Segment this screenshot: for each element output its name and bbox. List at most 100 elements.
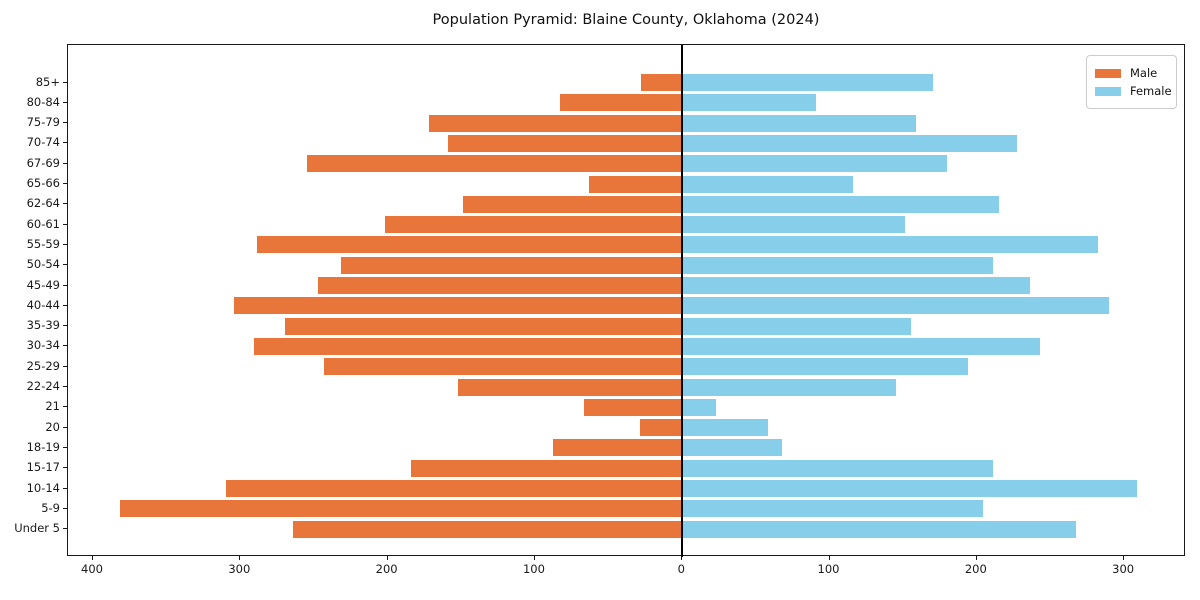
y-tick-mark — [63, 528, 67, 530]
bar-female-65-66 — [682, 175, 854, 193]
bar-female-80-84 — [682, 94, 817, 112]
bar-female-70-74 — [682, 134, 1017, 152]
bar-male-5-9 — [119, 500, 683, 518]
y-tick-mark — [63, 386, 67, 387]
bar-male-25-29 — [324, 358, 683, 376]
bar-male-22-24 — [458, 378, 683, 396]
bar-male-18-19 — [552, 439, 683, 457]
bar-male-62-64 — [462, 195, 683, 213]
bar-female-75-79 — [682, 114, 917, 132]
bar-female-50-54 — [682, 256, 994, 274]
y-axis-label-75-79: 75-79 — [26, 115, 60, 130]
y-axis-label-30-34: 30-34 — [26, 338, 60, 353]
y-tick-mark — [63, 122, 67, 124]
y-tick-mark — [63, 264, 67, 266]
bar-female-62-64 — [682, 195, 999, 213]
y-tick-mark — [63, 304, 67, 306]
x-axis-label-100-right: 100 — [817, 562, 840, 576]
bar-male-85+ — [640, 74, 683, 91]
y-tick-mark — [63, 365, 67, 367]
legend-entry-male: Male — [1095, 65, 1167, 81]
y-axis-label-Under 5: Under 5 — [14, 521, 60, 536]
y-tick-mark — [63, 507, 67, 509]
y-tick-mark — [63, 325, 67, 327]
bar-male-70-74 — [448, 134, 683, 152]
y-axis-label-70-74: 70-74 — [26, 135, 60, 150]
x-axis-label-300-right: 300 — [1112, 562, 1135, 576]
bar-female-22-24 — [682, 378, 896, 396]
zero-axis-line — [681, 45, 684, 557]
bar-female-45-49 — [682, 277, 1030, 294]
bar-female-30-34 — [682, 337, 1041, 355]
bar-female-25-29 — [682, 358, 968, 376]
y-axis-label-50-54: 50-54 — [26, 257, 60, 272]
y-axis-label-60-61: 60-61 — [26, 216, 60, 231]
bar-male-40-44 — [234, 297, 683, 315]
plot-area: Male Female — [67, 44, 1185, 557]
y-tick-mark — [63, 101, 67, 103]
bar-female-15-17 — [682, 459, 994, 477]
legend-male-label: Male — [1130, 66, 1158, 80]
y-tick-mark — [63, 142, 67, 144]
y-axis-label-20: 20 — [45, 419, 60, 434]
legend-female-swatch — [1095, 86, 1121, 96]
bar-male-21 — [583, 398, 683, 416]
bar-male-80-84 — [559, 94, 683, 112]
y-axis-label-35-39: 35-39 — [26, 318, 60, 333]
bar-female-5-9 — [682, 500, 983, 518]
y-axis-label-80-84: 80-84 — [26, 94, 60, 109]
x-tick-mark — [239, 556, 241, 560]
bar-male-67-69 — [306, 155, 683, 173]
bar-male-10-14 — [225, 480, 683, 497]
legend-entry-female: Female — [1095, 83, 1172, 99]
bar-female-21 — [682, 398, 717, 416]
y-axis-label-18-19: 18-19 — [26, 439, 60, 454]
x-tick-mark — [386, 556, 388, 560]
y-axis-label-10-14: 10-14 — [26, 480, 60, 495]
x-tick-mark — [533, 556, 535, 560]
y-tick-mark — [63, 467, 67, 469]
bar-female-85+ — [682, 74, 933, 91]
y-tick-mark — [63, 284, 67, 286]
bar-female-20 — [682, 419, 768, 437]
y-tick-mark — [63, 203, 67, 205]
bar-female-18-19 — [682, 439, 783, 457]
bar-male-65-66 — [589, 175, 683, 193]
bar-male-15-17 — [411, 459, 683, 477]
legend: Male Female — [1086, 55, 1177, 109]
bar-male-30-34 — [253, 337, 683, 355]
y-axis-label-65-66: 65-66 — [26, 176, 60, 190]
x-axis-label-200-left: 200 — [375, 562, 398, 576]
bar-male-55-59 — [256, 236, 683, 254]
x-tick-mark — [92, 556, 94, 560]
x-axis-label-0: 0 — [677, 562, 685, 576]
bar-male-20 — [639, 419, 683, 437]
bar-female-Under 5 — [682, 520, 1076, 538]
x-axis-label-200-right: 200 — [964, 562, 987, 576]
y-axis-label-55-59: 55-59 — [26, 236, 60, 251]
y-axis-label-62-64: 62-64 — [26, 196, 60, 211]
y-axis-label-40-44: 40-44 — [26, 297, 60, 312]
y-tick-mark — [63, 487, 67, 489]
bar-female-55-59 — [682, 236, 1098, 254]
y-axis-label-45-49: 45-49 — [26, 277, 60, 292]
y-tick-mark — [63, 243, 67, 245]
y-axis-label-85+: 85+ — [35, 74, 60, 89]
legend-male-swatch — [1095, 68, 1121, 78]
legend-female-label: Female — [1130, 84, 1172, 98]
x-tick-mark — [828, 556, 830, 560]
y-axis-label-5-9: 5-9 — [41, 500, 60, 515]
y-tick-mark — [63, 345, 67, 347]
bar-female-67-69 — [682, 155, 948, 173]
bar-male-60-61 — [384, 216, 683, 234]
bar-female-35-39 — [682, 317, 911, 335]
y-axis-label-15-17: 15-17 — [26, 460, 60, 475]
y-axis-label-21: 21 — [45, 399, 60, 414]
chart-title: Population Pyramid: Blaine County, Oklah… — [432, 12, 820, 28]
y-tick-mark — [63, 183, 67, 184]
bar-male-50-54 — [340, 256, 683, 274]
y-tick-mark — [63, 162, 67, 164]
y-axis-label-22-24: 22-24 — [26, 379, 60, 393]
bar-male-45-49 — [318, 277, 683, 294]
